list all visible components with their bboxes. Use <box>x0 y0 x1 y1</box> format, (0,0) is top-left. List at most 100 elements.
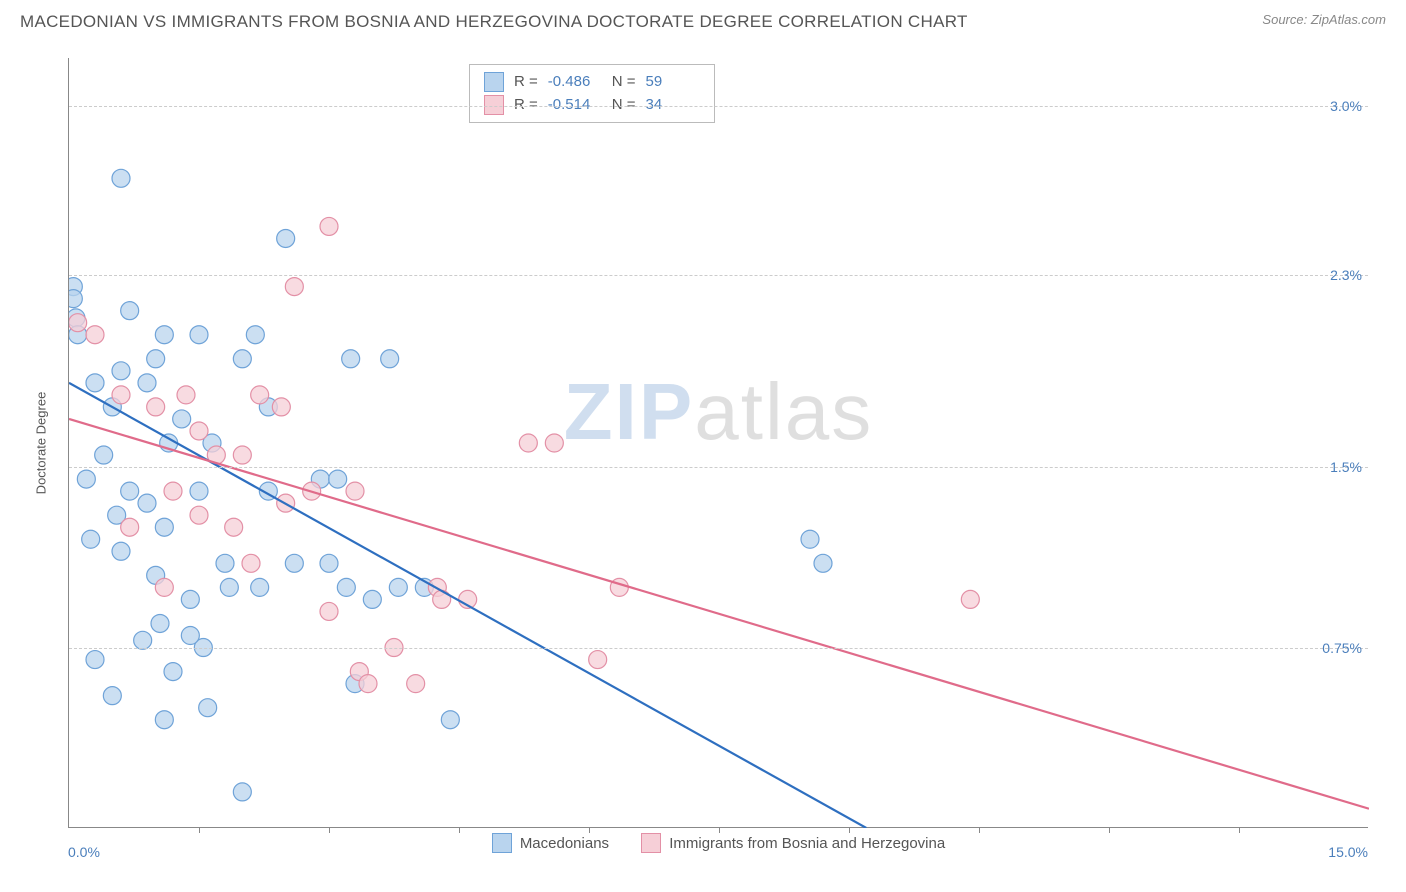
scatter-point <box>112 542 130 560</box>
bottom-legend: Macedonians Immigrants from Bosnia and H… <box>69 833 1368 857</box>
scatter-point <box>147 350 165 368</box>
legend-item-2: Immigrants from Bosnia and Herzegovina <box>641 833 945 853</box>
scatter-point <box>233 446 251 464</box>
scatter-point <box>346 482 364 500</box>
scatter-point <box>164 482 182 500</box>
panel-row-series1: R = -0.486 N = 59 <box>484 71 700 94</box>
scatter-point <box>320 602 338 620</box>
scatter-svg <box>69 58 1369 828</box>
scatter-point <box>381 350 399 368</box>
y-tick-label: 3.0% <box>1330 98 1362 114</box>
scatter-point <box>285 554 303 572</box>
scatter-point <box>277 229 295 247</box>
legend-label-2: Immigrants from Bosnia and Herzegovina <box>669 835 945 852</box>
scatter-point <box>225 518 243 536</box>
header-bar: MACEDONIAN VS IMMIGRANTS FROM BOSNIA AND… <box>0 0 1406 40</box>
scatter-point <box>181 627 199 645</box>
scatter-point <box>69 290 82 308</box>
x-min-label: 0.0% <box>68 844 100 860</box>
scatter-point <box>242 554 260 572</box>
scatter-point <box>814 554 832 572</box>
chart-container: ZIPatlas R = -0.486 N = 59 R = -0.514 N … <box>20 50 1386 860</box>
legend-swatch-2 <box>641 833 661 853</box>
gridline <box>69 467 1368 468</box>
scatter-point <box>961 590 979 608</box>
scatter-point <box>138 374 156 392</box>
scatter-point <box>190 506 208 524</box>
scatter-point <box>216 554 234 572</box>
scatter-point <box>329 470 347 488</box>
scatter-point <box>69 314 87 332</box>
r-label-1: R = <box>514 71 538 94</box>
scatter-point <box>233 783 251 801</box>
scatter-point <box>121 518 139 536</box>
scatter-point <box>86 374 104 392</box>
scatter-point <box>82 530 100 548</box>
scatter-point <box>86 651 104 669</box>
n-value-2: 34 <box>646 94 700 117</box>
legend-swatch-1 <box>492 833 512 853</box>
y-tick-label: 0.75% <box>1322 640 1362 656</box>
scatter-point <box>220 578 238 596</box>
scatter-point <box>337 578 355 596</box>
chart-title: MACEDONIAN VS IMMIGRANTS FROM BOSNIA AND… <box>20 12 968 32</box>
scatter-point <box>519 434 537 452</box>
scatter-point <box>251 386 269 404</box>
scatter-point <box>95 446 113 464</box>
scatter-point <box>181 590 199 608</box>
scatter-point <box>545 434 563 452</box>
scatter-point <box>112 362 130 380</box>
scatter-point <box>589 651 607 669</box>
scatter-point <box>147 398 165 416</box>
gridline <box>69 648 1368 649</box>
scatter-point <box>151 614 169 632</box>
scatter-point <box>285 278 303 296</box>
x-tick <box>199 827 200 833</box>
scatter-point <box>233 350 251 368</box>
scatter-point <box>121 482 139 500</box>
legend-label-1: Macedonians <box>520 835 609 852</box>
r-value-2: -0.514 <box>548 94 602 117</box>
scatter-point <box>359 675 377 693</box>
x-tick <box>1239 827 1240 833</box>
scatter-point <box>77 470 95 488</box>
x-max-label: 15.0% <box>1328 844 1368 860</box>
scatter-point <box>251 578 269 596</box>
scatter-point <box>103 687 121 705</box>
swatch-series2 <box>484 95 504 115</box>
y-tick-label: 2.3% <box>1330 267 1362 283</box>
scatter-point <box>342 350 360 368</box>
correlation-panel: R = -0.486 N = 59 R = -0.514 N = 34 <box>469 64 715 123</box>
source-link[interactable]: ZipAtlas.com <box>1311 12 1386 27</box>
x-tick <box>719 827 720 833</box>
legend-item-1: Macedonians <box>492 833 609 853</box>
scatter-point <box>190 422 208 440</box>
scatter-point <box>407 675 425 693</box>
n-label-1: N = <box>612 71 636 94</box>
x-tick <box>459 827 460 833</box>
n-label-2: N = <box>612 94 636 117</box>
x-tick <box>329 827 330 833</box>
scatter-point <box>155 578 173 596</box>
scatter-point <box>389 578 407 596</box>
source-attribution: Source: ZipAtlas.com <box>1262 12 1386 27</box>
scatter-point <box>138 494 156 512</box>
source-label: Source: <box>1262 12 1307 27</box>
regression-line <box>69 419 1369 809</box>
gridline <box>69 275 1368 276</box>
x-tick <box>849 827 850 833</box>
r-value-1: -0.486 <box>548 71 602 94</box>
scatter-point <box>272 398 290 416</box>
scatter-point <box>199 699 217 717</box>
y-axis-label: Doctorate Degree <box>34 391 49 494</box>
scatter-point <box>190 482 208 500</box>
scatter-point <box>164 663 182 681</box>
scatter-point <box>433 590 451 608</box>
scatter-point <box>86 326 104 344</box>
scatter-point <box>177 386 195 404</box>
x-tick <box>979 827 980 833</box>
scatter-point <box>363 590 381 608</box>
swatch-series1 <box>484 72 504 92</box>
x-tick <box>1109 827 1110 833</box>
n-value-1: 59 <box>646 71 700 94</box>
